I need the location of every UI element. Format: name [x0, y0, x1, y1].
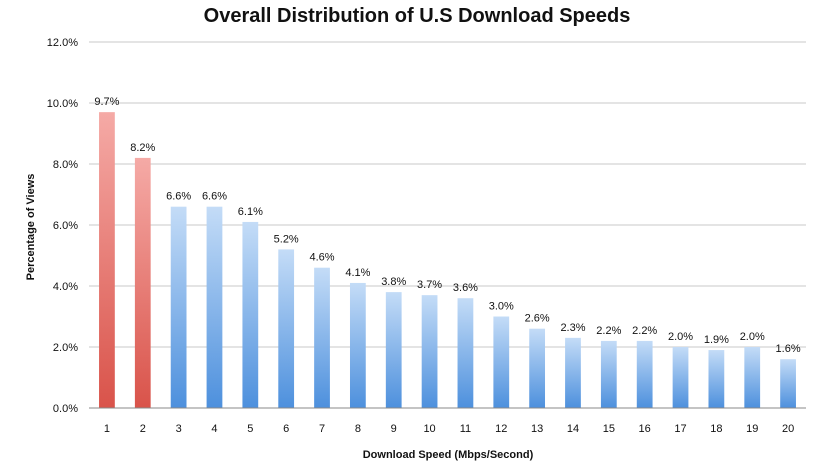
data-label: 1.9%: [704, 334, 729, 346]
data-label: 3.7%: [417, 279, 442, 291]
y-tick-label: 6.0%: [53, 220, 78, 232]
x-tick-label: 12: [495, 423, 507, 435]
bar-highlighted: [99, 112, 115, 409]
y-tick-label: 2.0%: [53, 342, 78, 354]
x-axis-ticks: 1 2 3 4 5 6 7 8 9 10 11 12 13 14 15 16 17 18 19 20: [104, 423, 794, 435]
bar: [206, 206, 223, 408]
x-tick-label: 1: [104, 423, 110, 435]
x-tick-label: 18: [710, 423, 722, 435]
x-tick-label: 14: [567, 423, 579, 435]
y-tick-label: 0.0%: [53, 403, 78, 415]
x-tick-label: 6: [283, 423, 289, 435]
x-tick-label: 13: [531, 423, 543, 435]
bar: [780, 359, 796, 408]
bar: [314, 267, 330, 408]
data-label: 3.6%: [453, 282, 478, 294]
bar: [565, 337, 581, 408]
bar: [493, 316, 510, 408]
x-tick-label: 2: [140, 423, 146, 435]
data-label: 6.1%: [238, 206, 263, 218]
x-tick-label: 16: [639, 423, 651, 435]
data-label: 2.0%: [668, 331, 693, 343]
data-label: 4.6%: [309, 252, 334, 264]
x-tick-label: 7: [319, 423, 325, 435]
bar: [529, 328, 546, 408]
data-label: 6.6%: [166, 191, 191, 203]
data-label: 8.2%: [130, 142, 155, 154]
data-label: 2.2%: [596, 325, 621, 337]
bar-highlighted: [134, 157, 151, 408]
bar: [708, 350, 725, 408]
data-label: 5.2%: [274, 233, 299, 245]
gridlines: [89, 41, 806, 348]
y-tick-label: 10.0%: [47, 98, 78, 110]
bar: [170, 206, 187, 408]
bar: [672, 347, 689, 408]
y-tick-label: 12.0%: [47, 37, 78, 49]
data-label: 6.6%: [202, 191, 227, 203]
bar: [349, 282, 366, 408]
bar: [421, 295, 438, 408]
x-tick-label: 5: [247, 423, 253, 435]
data-label: 3.0%: [489, 301, 514, 313]
x-tick-label: 19: [746, 423, 758, 435]
data-label: 3.8%: [381, 276, 406, 288]
x-tick-label: 3: [176, 423, 182, 435]
data-label: 1.6%: [776, 343, 801, 355]
x-tick-label: 9: [391, 423, 397, 435]
y-axis-ticks: 0.0% 2.0% 4.0% 6.0% 8.0% 10.0% 12.0%: [47, 37, 78, 415]
x-tick-label: 17: [674, 423, 686, 435]
data-label: 2.2%: [632, 325, 657, 337]
bar: [744, 347, 761, 408]
data-label: 2.3%: [560, 322, 585, 334]
data-labels: 9.7% 8.2% 6.6% 6.6% 6.1% 5.2% 4.6% 4.1% 3.8% 3.7%…: [94, 96, 800, 355]
bar: [636, 340, 653, 408]
data-label: 4.1%: [345, 267, 370, 279]
x-tick-label: 10: [423, 423, 435, 435]
bar: [600, 340, 617, 408]
bar: [457, 298, 474, 408]
x-tick-label: 15: [603, 423, 615, 435]
bars: [99, 112, 796, 409]
x-axis-title: Download Speed (Mbps/Second): [363, 449, 534, 461]
data-label: 9.7%: [94, 96, 119, 108]
chart-title: Overall Distribution of U.S Download Spe…: [204, 5, 631, 27]
x-tick-label: 4: [211, 423, 217, 435]
x-tick-label: 11: [460, 423, 471, 435]
x-tick-label: 20: [782, 423, 794, 435]
bar: [242, 221, 259, 408]
bar: [385, 292, 402, 408]
y-axis-title: Percentage of Views: [25, 174, 37, 281]
y-tick-label: 4.0%: [53, 281, 78, 293]
y-tick-label: 8.0%: [53, 159, 78, 171]
x-tick-label: 8: [355, 423, 361, 435]
data-label: 2.6%: [525, 313, 550, 325]
bar: [278, 249, 295, 408]
data-label: 2.0%: [740, 331, 765, 343]
